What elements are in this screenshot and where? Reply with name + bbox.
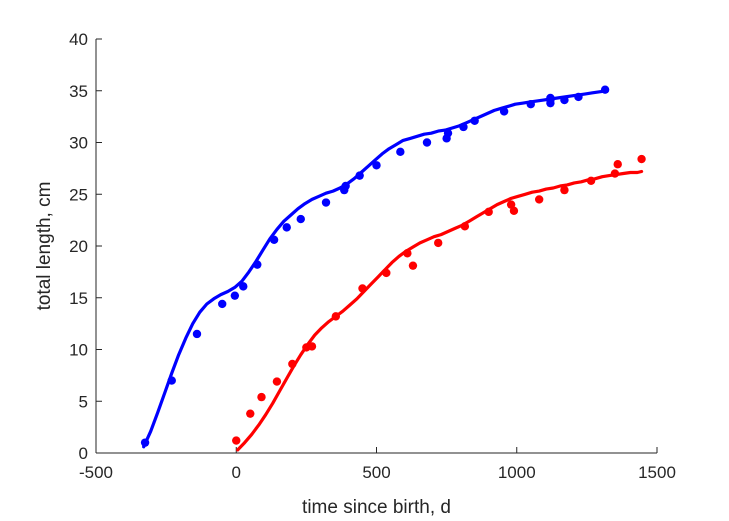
y-tick-label: 25 [69,185,88,204]
data-point-series-1 [422,138,432,147]
data-point-series-1 [546,93,555,103]
data-point-series-2 [509,206,519,216]
data-point-series-1 [470,116,479,125]
data-point-series-1 [140,438,150,447]
x-tick-label: 1500 [638,463,676,482]
data-point-series-2 [288,359,297,369]
x-tick-label: 0 [232,463,241,482]
data-point-series-1 [253,260,262,269]
data-point-series-1 [269,235,279,244]
data-point-series-1 [192,329,202,339]
y-tick-label: 35 [69,82,88,101]
y-axis-label: total length, cm [34,182,55,311]
fit-curve-1 [142,89,609,449]
data-point-series-2 [484,207,493,217]
data-point-series-1 [341,181,350,191]
x-axis-label: time since birth, d [302,497,451,518]
y-tick-label: 20 [69,237,88,256]
data-point-series-1 [396,147,405,157]
data-point-series-1 [355,171,364,180]
data-point-series-1 [239,282,248,291]
fit-curves [142,89,644,452]
x-tick-label: 1000 [498,463,536,482]
data-point-series-1 [443,128,453,138]
data-point-series-1 [560,95,569,105]
data-point-series-1 [499,107,509,116]
data-point-series-2 [610,169,620,178]
data-point-series-2 [331,312,341,321]
data-point-series-2 [408,261,418,270]
data-point-series-2 [358,284,367,293]
data-point-series-1 [526,100,535,109]
data-point-series-1 [167,376,176,385]
data-point-series-2 [586,176,596,185]
y-tick-label: 0 [79,444,88,463]
y-tick-label: 15 [69,289,88,308]
data-point-series-1 [282,223,291,232]
data-point-series-1 [459,122,468,132]
data-point-series-1 [600,85,610,94]
data-point-series-2 [434,238,443,248]
data-point-series-2 [307,342,317,351]
data-point-series-2 [272,377,282,386]
data-point-series-2 [560,185,569,195]
data-point-series-2 [613,160,622,169]
data-point-series-2 [403,249,412,258]
data-point-series-2 [257,392,266,402]
x-tick-label: 500 [362,463,390,482]
data-point-series-1 [372,161,381,170]
y-tick-label: 40 [69,30,88,49]
y-tick-label: 30 [69,134,88,153]
data-point-series-1 [230,291,240,300]
fit-curve-2 [236,169,644,452]
data-point-series-1 [218,299,227,309]
x-tick-label: -500 [79,463,113,482]
data-point-series-2 [460,222,470,231]
data-points [140,85,646,447]
y-tick-label: 5 [79,392,88,411]
data-point-series-2 [534,195,544,204]
data-point-series-2 [232,436,241,445]
data-point-series-1 [574,92,583,102]
data-point-series-2 [246,409,255,418]
data-point-series-1 [321,198,331,207]
data-point-series-2 [382,268,391,278]
data-point-series-2 [637,154,646,164]
data-point-series-1 [296,214,305,224]
y-tick-label: 10 [69,341,88,360]
